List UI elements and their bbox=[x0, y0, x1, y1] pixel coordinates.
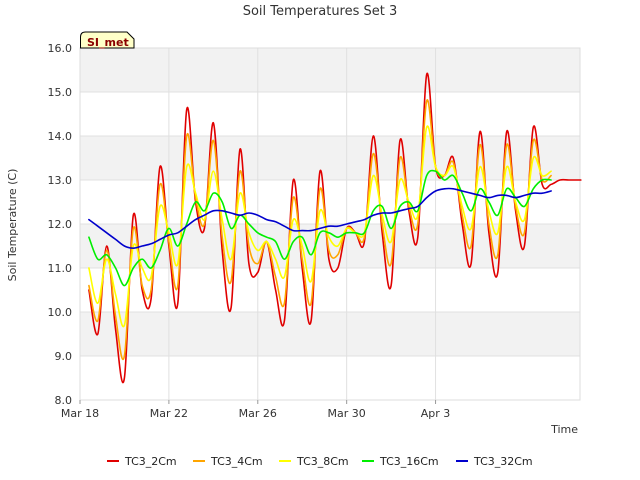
series-line-tc3_32cm bbox=[88, 187, 552, 249]
series-line-tc3_2cm bbox=[88, 72, 582, 384]
x-tick-label: Apr 3 bbox=[421, 407, 451, 420]
x-axis-ticks: Mar 18 Mar 22 Mar 26 Mar 30 Apr 3 bbox=[61, 400, 450, 420]
y-tick-label: 15.0 bbox=[48, 86, 73, 99]
legend-item-tc3_16cm: TC3_16Cm bbox=[362, 455, 439, 468]
y-tick-label: 16.0 bbox=[48, 42, 73, 55]
y-tick-label: 13.0 bbox=[48, 174, 73, 187]
y-tick-label: 14.0 bbox=[48, 130, 73, 143]
legend: TC3_2Cm TC3_4Cm TC3_8Cm TC3_16Cm TC3_32Cm bbox=[107, 455, 533, 468]
x-axis-label: Time bbox=[550, 423, 578, 436]
plot-band bbox=[80, 312, 580, 356]
legend-item-tc3_32cm: TC3_32Cm bbox=[456, 455, 533, 468]
legend-label: TC3_16Cm bbox=[379, 455, 439, 468]
series-lines bbox=[88, 72, 582, 384]
plot-band bbox=[80, 136, 580, 180]
y-tick-label: 10.0 bbox=[48, 306, 73, 319]
x-tick-label: Mar 26 bbox=[239, 407, 277, 420]
plot-frame bbox=[79, 47, 581, 401]
chart-title: Soil Temperatures Set 3 bbox=[243, 4, 398, 19]
legend-item-tc3_4cm: TC3_4Cm bbox=[193, 455, 263, 468]
x-tick-label: Mar 18 bbox=[61, 407, 99, 420]
legend-label: TC3_4Cm bbox=[210, 455, 263, 468]
plot-band bbox=[80, 268, 580, 312]
y-axis-ticks: 8.0 9.0 10.0 11.0 12.0 13.0 14.0 15.0 16.0 bbox=[48, 42, 73, 407]
y-tick-label: 12.0 bbox=[48, 218, 73, 231]
legend-label: TC3_2Cm bbox=[124, 455, 177, 468]
legend-item-tc3_8cm: TC3_8Cm bbox=[279, 455, 349, 468]
y-tick-label: 11.0 bbox=[48, 262, 73, 275]
plot-band bbox=[80, 180, 580, 224]
legend-item-tc3_2cm: TC3_2Cm bbox=[107, 455, 177, 468]
plot-band bbox=[80, 48, 580, 92]
plot-band bbox=[80, 224, 580, 268]
plot-band bbox=[80, 356, 580, 400]
plot-background bbox=[80, 48, 580, 400]
site-label: SI_met bbox=[87, 36, 129, 49]
series-line-tc3_16cm bbox=[88, 169, 552, 287]
site-label-box: SI_met bbox=[80, 31, 135, 49]
y-tick-label: 9.0 bbox=[55, 350, 73, 363]
y-tick-label: 8.0 bbox=[55, 394, 73, 407]
legend-label: TC3_8Cm bbox=[296, 455, 349, 468]
series-line-tc3_8cm bbox=[88, 125, 552, 328]
y-axis-label: Soil Temperature (C) bbox=[6, 169, 19, 282]
legend-label: TC3_32Cm bbox=[473, 455, 533, 468]
x-tick-label: Mar 22 bbox=[150, 407, 188, 420]
plot-band bbox=[80, 92, 580, 136]
x-tick-label: Mar 30 bbox=[328, 407, 366, 420]
